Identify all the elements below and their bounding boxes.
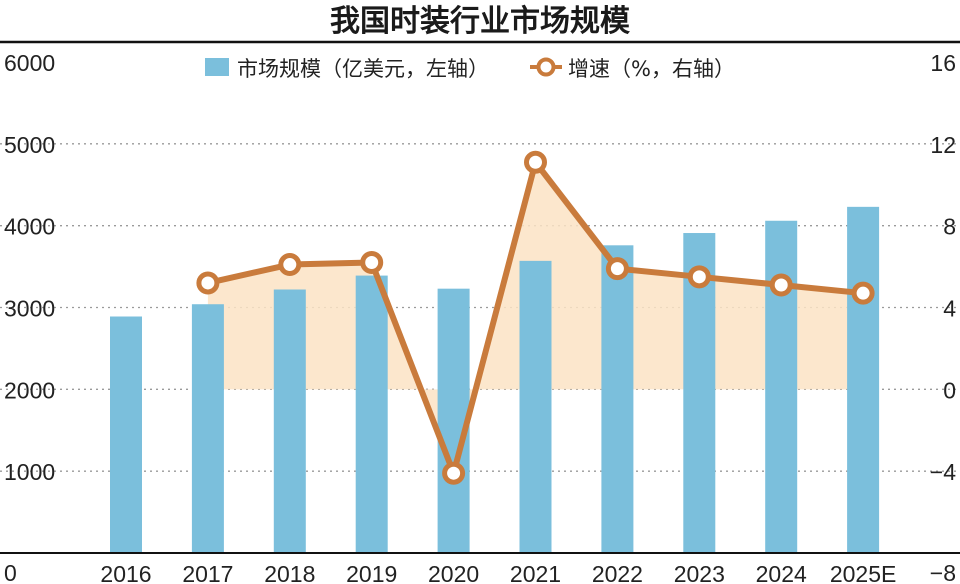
x-axis-tick-label: 2025E	[830, 561, 897, 584]
legend-line-label: 增速（%，右轴）	[568, 57, 735, 81]
right-axis-tick-label: 8	[943, 214, 956, 240]
right-axis-tick-label: −8	[930, 560, 956, 584]
left-axis-tick-label: 5000	[4, 132, 55, 158]
x-axis-tick-label: 2017	[182, 561, 233, 584]
bar	[273, 289, 306, 553]
line-point	[442, 461, 466, 485]
chart-title: 我国时装行业市场规模	[330, 4, 630, 39]
x-axis-tick-label: 2023	[674, 561, 725, 584]
x-axis-tick-label: 2022	[592, 561, 643, 584]
x-axis-tick-label: 2016	[100, 561, 151, 584]
right-axis-tick-label: 16	[930, 50, 956, 76]
axes: 0 −8 1000 −4 2000 0 3000 4 4000 8 5000 12 6000 16 2016…	[0, 50, 960, 584]
legend-line-marker	[536, 57, 556, 77]
line-point	[278, 253, 302, 277]
bar	[355, 275, 388, 553]
right-axis-tick-label: 4	[943, 296, 956, 322]
bar	[765, 220, 798, 554]
left-axis-tick-label: 6000	[4, 50, 55, 76]
bar	[847, 206, 880, 553]
line-point	[196, 271, 220, 295]
x-axis-tick-label: 2021	[510, 561, 561, 584]
x-axis-tick-label: 2019	[346, 561, 397, 584]
x-axis-tick-label: 2024	[756, 561, 807, 584]
left-axis-tick-label: 0	[4, 560, 17, 584]
line-point	[769, 273, 793, 297]
bar	[110, 316, 142, 553]
bar	[437, 288, 470, 553]
line-point	[851, 281, 875, 305]
line-series	[196, 150, 875, 485]
legend-bar-label: 市场规模（亿美元，左轴）	[237, 57, 489, 81]
line-point	[524, 150, 547, 174]
left-axis-tick-label: 2000	[4, 377, 55, 403]
right-axis-tick-label: 12	[930, 132, 956, 158]
bar	[519, 260, 552, 553]
left-axis-tick-label: 4000	[4, 214, 55, 240]
legend-bar-swatch	[205, 58, 229, 76]
bar	[601, 245, 634, 553]
bar	[191, 304, 224, 553]
left-axis-tick-label: 1000	[4, 459, 55, 485]
x-axis-tick-label: 2020	[428, 561, 479, 584]
left-axis-tick-label: 3000	[4, 296, 55, 322]
line-point	[687, 265, 711, 289]
right-axis-tick-label: −4	[930, 459, 956, 485]
x-axis-tick-label: 2018	[264, 561, 315, 584]
legend: 市场规模（亿美元，左轴） 增速（%，右轴）	[205, 57, 735, 81]
line-point	[605, 257, 629, 281]
line-point	[360, 250, 384, 274]
right-axis-tick-label: 0	[943, 377, 956, 403]
bar-series	[110, 206, 880, 554]
